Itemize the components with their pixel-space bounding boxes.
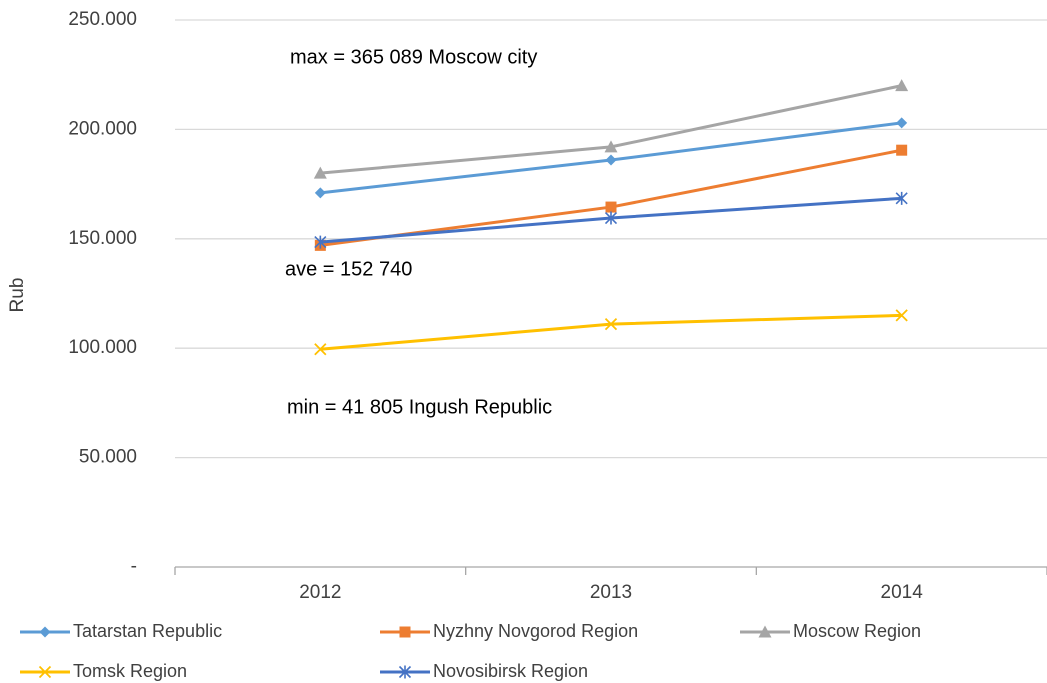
point [895, 191, 908, 205]
point [896, 117, 908, 129]
point [896, 144, 908, 156]
legend-label: Tomsk Region [73, 661, 187, 681]
legend-label: Moscow Region [793, 621, 921, 641]
legend-marker [39, 626, 51, 638]
annotation: max = 365 089 Moscow city [290, 46, 537, 68]
y-tick-label: 200.000 [68, 118, 137, 139]
point [605, 201, 617, 213]
y-tick-label: 250.000 [68, 9, 137, 30]
annotation: min = 41 805 Ingush Republic [287, 396, 552, 418]
y-tick-label: - [131, 556, 137, 577]
point [314, 235, 327, 249]
legend-label: Tatarstan Republic [73, 621, 222, 641]
point [604, 211, 618, 225]
annotation: ave = 152 740 [285, 258, 412, 280]
legend-label: Novosibirsk Region [433, 661, 588, 681]
legend-marker [399, 626, 411, 638]
y-tick-label: 50.000 [79, 447, 137, 468]
y-axis-label: Rub [7, 278, 28, 313]
x-tick-label: 2012 [299, 582, 341, 603]
point [895, 309, 908, 322]
point [314, 187, 326, 199]
legend-marker [398, 665, 412, 679]
y-tick-label: 100.000 [68, 337, 137, 358]
x-tick-label: 2013 [590, 582, 632, 603]
legend-marker [758, 625, 772, 638]
point [604, 317, 618, 331]
point [313, 166, 327, 179]
point [604, 140, 618, 153]
x-tick-label: 2014 [881, 582, 924, 603]
point [605, 154, 617, 166]
y-tick-label: 150.000 [68, 228, 137, 249]
legend-label: Nyzhny Novgorod Region [433, 621, 638, 641]
point [895, 79, 909, 92]
point [314, 343, 327, 356]
legend-marker [38, 665, 52, 679]
series-line [320, 313, 902, 351]
